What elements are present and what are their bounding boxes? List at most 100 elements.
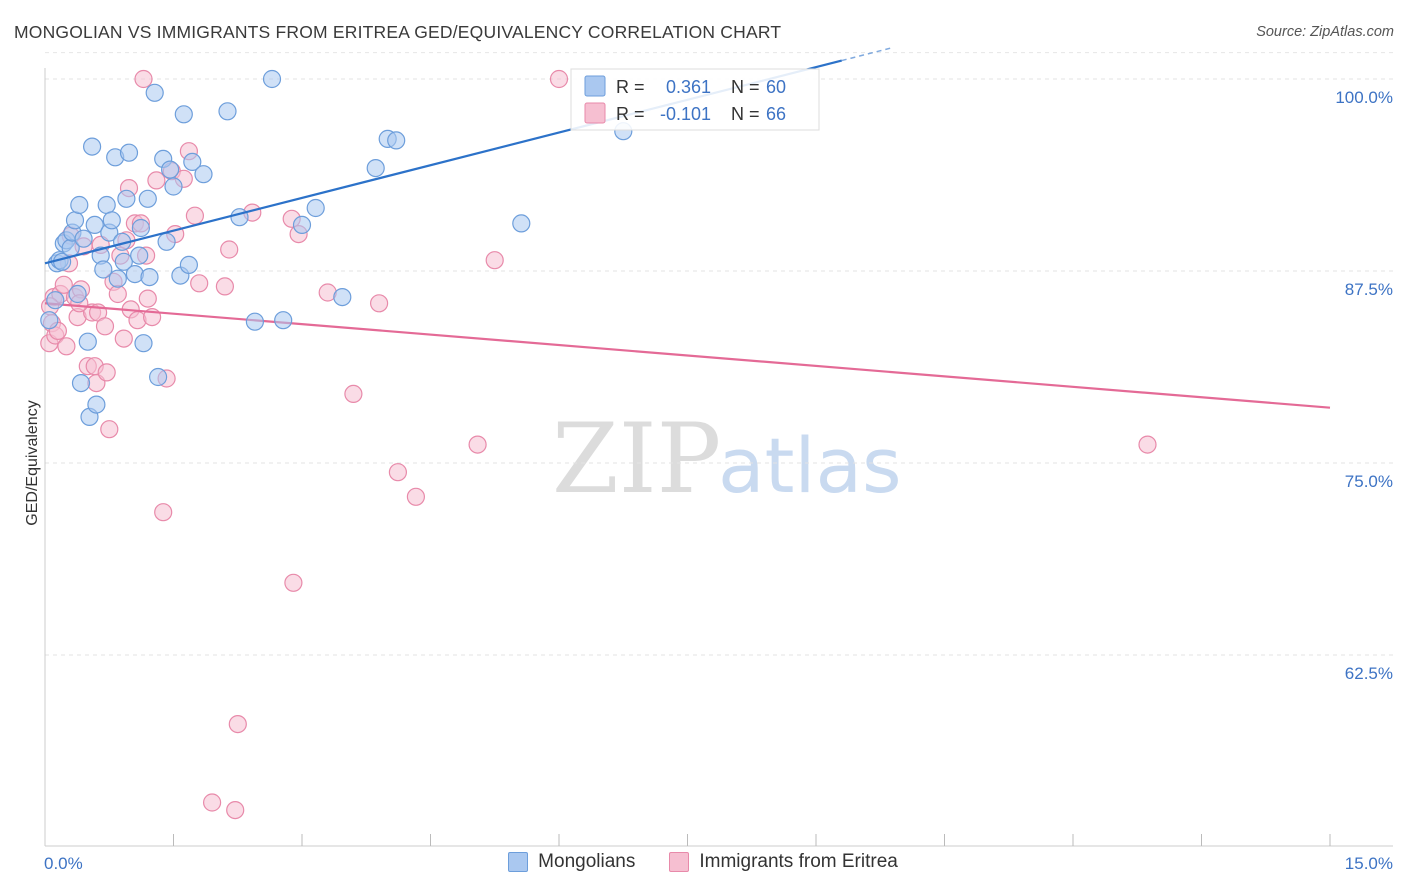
mongolians-point [108,269,127,288]
mongolians-point [94,260,113,279]
watermark-zip: ZIP [552,403,721,515]
eritrea-point [128,311,147,330]
mongolians-point [387,131,406,150]
eritrea-point [344,384,363,403]
stats-swatch-blue [584,75,606,97]
mongolians-point [174,105,193,124]
mongolians-point [145,83,164,102]
mongolians-point [262,69,282,89]
mongolians-point [131,218,150,238]
eritrea-point [228,714,247,734]
stats-r-label-pink: R = [616,104,645,124]
mongolians-point [70,195,89,215]
legend-item-mongolians[interactable]: Mongolians [508,851,635,873]
series-mongolians [40,46,894,426]
mongolians-point [179,255,198,274]
y-axis-label: GED/Equivalency [24,400,41,525]
mongolians-point [134,334,153,353]
eritrea-point [108,284,127,304]
mongolians-trendline-extension [841,46,894,62]
eritrea-point [468,435,487,454]
mongolians-point [71,374,91,393]
mongolians-point [68,284,87,304]
mongolians-point [512,214,531,233]
eritrea-point [134,69,153,89]
mongolians-point [85,215,104,234]
mongolians-point [140,268,159,287]
eritrea-point [1138,435,1157,454]
stats-n-value-blue: 60 [766,77,786,97]
legend-label-mongolians: Mongolians [538,851,636,872]
stats-legend-frame [570,68,820,131]
eritrea-point [185,206,204,225]
legend-item-eritrea[interactable]: Immigrants from Eritrea [669,851,898,873]
chart-title: MONGOLIAN VS IMMIGRANTS FROM ERITREA GED… [14,22,782,42]
eritrea-point [97,363,116,382]
eritrea-point [95,317,115,336]
eritrea-point [406,487,425,506]
eritrea-point [147,171,166,190]
mongolians-point [40,311,59,330]
source-label: Source: ZipAtlas.com [1256,24,1394,40]
mongolians-point [114,252,133,271]
mongolians-point [65,211,85,230]
mongolians-point [138,189,157,208]
mongolians-point [306,198,325,218]
mongolians-point [164,177,183,196]
eritrea-point [57,337,76,356]
stats-r-value-pink: -0.101 [660,104,711,124]
y-tick-label: 75.0% [1345,472,1393,491]
stats-swatch-pink [584,102,606,124]
mongolians-point [157,232,176,251]
series-legend: Mongolians Immigrants from Eritrea [0,851,1406,873]
y-tick-label: 62.5% [1345,664,1393,683]
stats-n-value-pink: 66 [766,104,786,124]
eritrea-trendline [44,302,1331,409]
legend-swatch-mongolians [508,852,529,872]
x-tick-label-min: 0.0% [44,854,83,873]
axes [44,68,1393,847]
mongolians-point [117,189,136,208]
mongolians-point [119,143,139,162]
eritrea-point [485,251,504,270]
mongolians-point [125,265,144,284]
eritrea-point [154,503,173,522]
mongolians-point [87,395,106,414]
legend-label-eritrea: Immigrants from Eritrea [699,851,898,872]
legend-swatch-eritrea [669,852,690,872]
mongolians-point [161,160,180,179]
y-tick-label: 100.0% [1335,88,1393,107]
mongolians-point [130,246,149,265]
gridlines [45,52,1393,656]
mongolians-point [97,195,116,215]
eritrea-point [215,277,234,296]
mongolians-point [218,102,237,121]
stats-r-label-blue: R = [616,77,645,97]
mongolians-point [245,312,264,331]
eritrea-point [54,275,73,294]
mongolians-point [149,367,168,387]
eritrea-point [226,800,245,820]
mongolians-point [292,215,312,234]
stats-r-value-blue: 0.361 [666,77,711,97]
mongolians-point [274,311,293,330]
mongolians-point [74,229,93,248]
mongolians-point [46,291,65,310]
eritrea-point [388,463,407,482]
mongolians-point [82,137,102,156]
eritrea-point [549,69,569,89]
stats-n-label-blue: N = [731,77,760,97]
eritrea-point [138,289,157,308]
eritrea-point [190,274,209,293]
mongolians-point [102,211,121,230]
stats-legend: R = 0.361 N = 60 R = -0.101 N = 66 [570,68,820,131]
mongolians-point [366,159,385,178]
eritrea-point [100,420,119,439]
watermark-atlas: atlas [718,421,902,510]
mongolians-point [194,165,213,184]
eritrea-point [114,329,133,348]
y-tick-labels: 62.5% 75.0% 87.5% 100.0% [1335,88,1393,683]
mongolians-point [183,152,202,171]
x-tick-label-max: 15.0% [1345,854,1393,873]
